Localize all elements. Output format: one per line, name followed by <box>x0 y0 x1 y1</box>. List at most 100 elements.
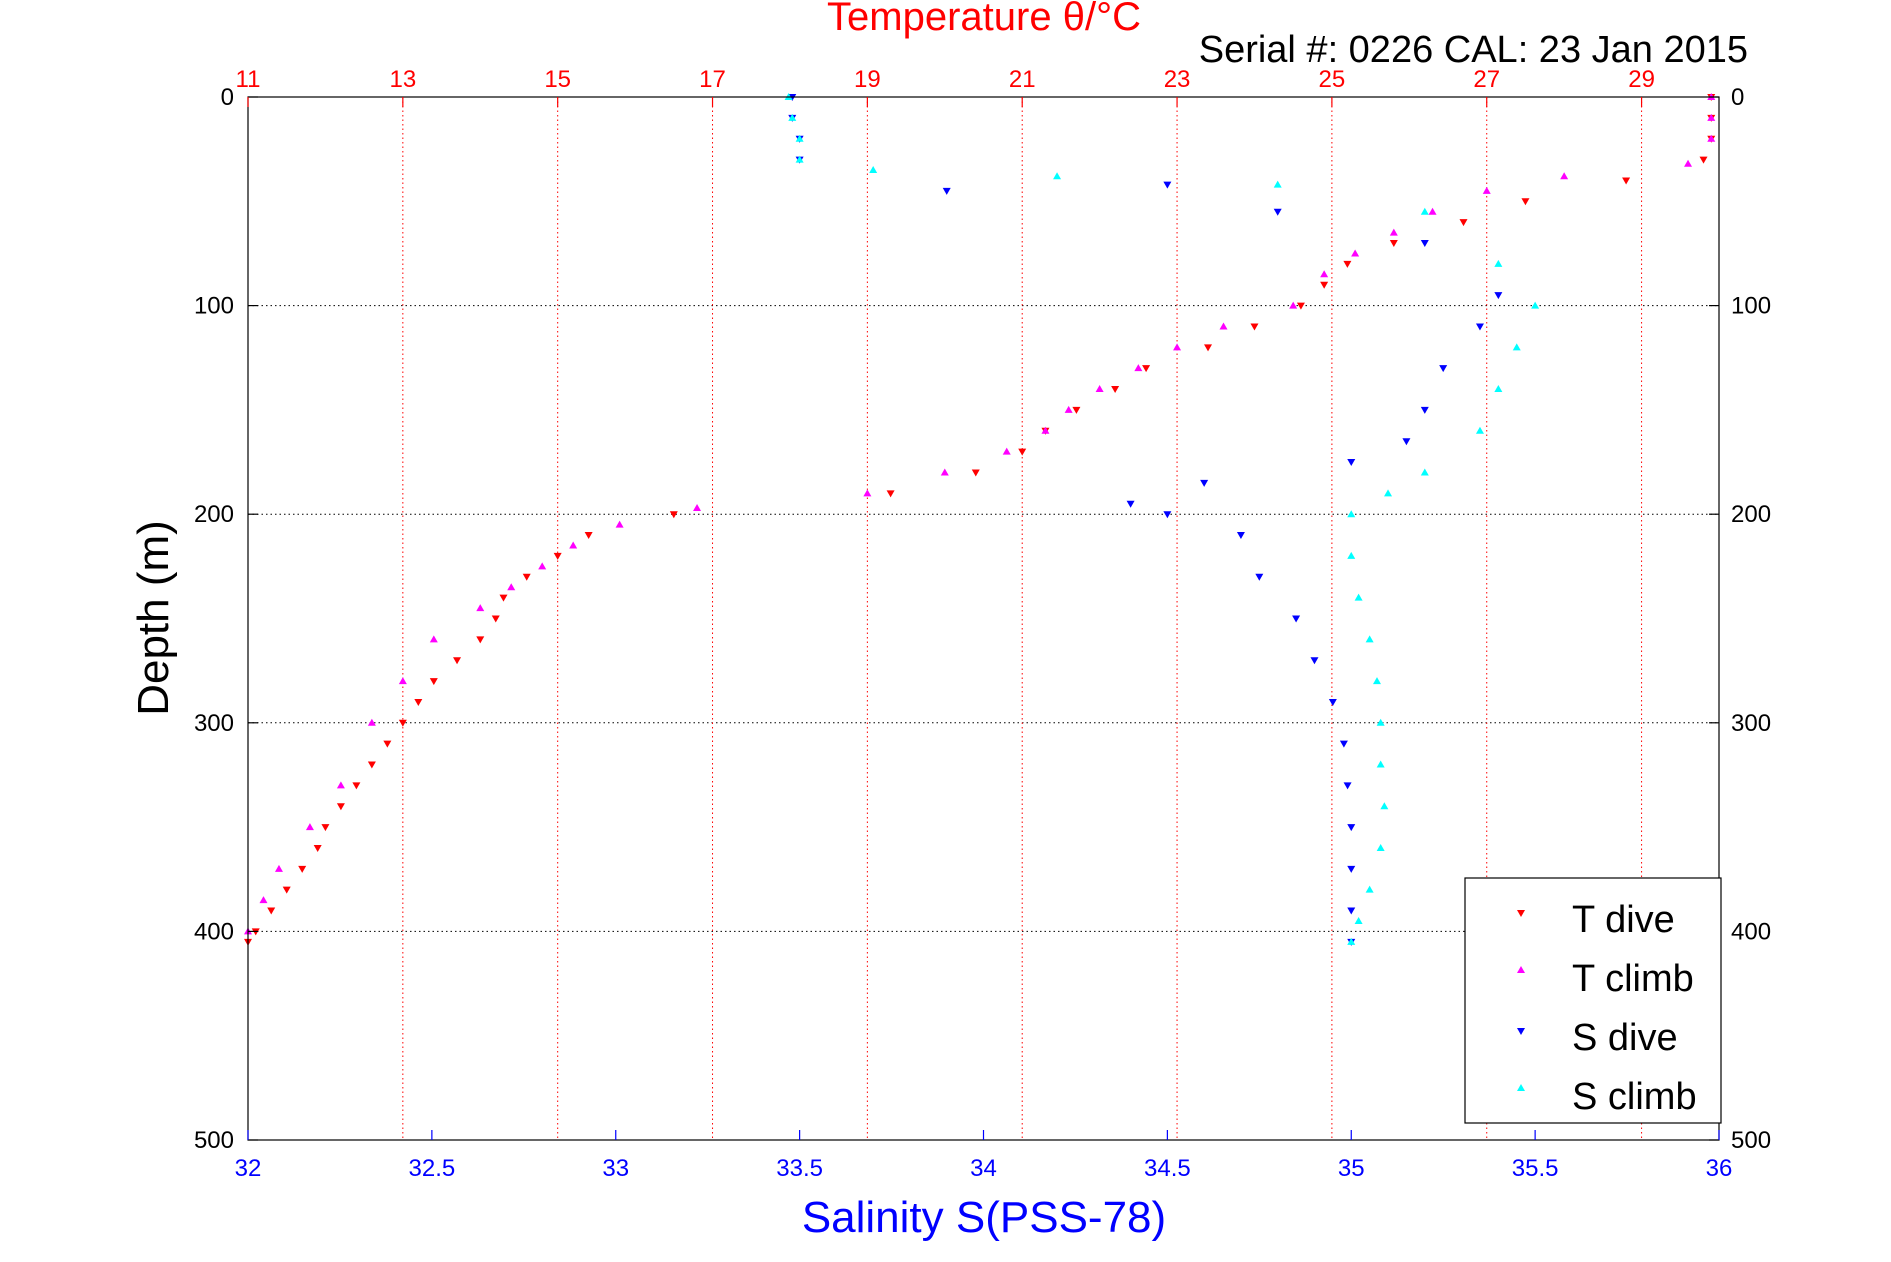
y-tick-label-right: 200 <box>1731 501 1771 528</box>
data-point <box>1111 386 1120 394</box>
data-point <box>453 657 462 665</box>
data-point <box>298 865 307 873</box>
data-point <box>1494 292 1503 300</box>
data-point <box>1389 240 1398 248</box>
data-point <box>476 604 485 612</box>
data-point <box>1347 510 1356 518</box>
data-point <box>942 187 951 195</box>
legend-label-s-dive: S dive <box>1572 1017 1678 1059</box>
data-point <box>1354 593 1363 601</box>
data-point <box>1142 365 1151 373</box>
data-point <box>1041 426 1050 434</box>
data-point <box>869 166 878 174</box>
salinity-tick-label: 35 <box>1338 1155 1365 1182</box>
legend-item-s-dive: S dive <box>1517 1017 1678 1059</box>
series-s-climb <box>784 93 1540 945</box>
salinity-tick-label: 33.5 <box>776 1155 823 1182</box>
data-point <box>1134 364 1143 372</box>
data-point <box>1622 177 1631 185</box>
data-point <box>1173 343 1182 351</box>
salinity-tick-label: 35.5 <box>1512 1155 1559 1182</box>
data-point <box>1347 824 1356 832</box>
data-point <box>1320 270 1329 278</box>
data-point <box>1250 323 1259 331</box>
data-point <box>1420 207 1429 215</box>
data-point <box>1255 573 1264 581</box>
data-point <box>1482 186 1491 194</box>
temp-tick-label: 21 <box>1009 66 1036 93</box>
data-point <box>1475 323 1484 331</box>
data-point <box>1236 532 1245 540</box>
chart-subtitle: Serial #: 0226 CAL: 23 Jan 2015 <box>1199 29 1748 71</box>
axis-ticks: 0 0 100 100 200 200 300 300 400 400 500 500 11 13 15 17… <box>194 66 1771 1182</box>
y-tick-label-right: 400 <box>1731 918 1771 945</box>
data-point <box>398 719 407 727</box>
temp-tick-label: 11 <box>236 66 261 93</box>
data-point <box>615 520 624 528</box>
data-point <box>522 573 531 581</box>
data-point <box>1521 198 1530 206</box>
data-point <box>1204 344 1213 352</box>
data-point <box>1494 259 1503 267</box>
salinity-tick-label: 34 <box>970 1155 997 1182</box>
temp-tick-label: 19 <box>854 66 881 93</box>
data-point <box>1347 865 1356 873</box>
data-point <box>1420 468 1429 476</box>
data-point <box>1163 181 1172 189</box>
legend: T dive T climb S dive S climb <box>1464 877 1722 1124</box>
data-point <box>1512 343 1521 351</box>
data-point <box>352 782 361 790</box>
data-point <box>1402 438 1411 446</box>
data-point <box>1439 365 1448 373</box>
data-point <box>1289 301 1298 309</box>
data-point <box>383 740 392 748</box>
data-point <box>259 896 268 904</box>
data-point <box>1389 228 1398 236</box>
legend-label-s-climb: S climb <box>1572 1076 1697 1118</box>
data-point <box>1273 180 1282 188</box>
data-point <box>267 907 276 915</box>
y-tick-label-left: 0 <box>221 84 234 111</box>
temp-tick-label: 15 <box>544 66 571 93</box>
data-point <box>1376 760 1385 768</box>
data-point <box>1376 843 1385 851</box>
series-t-dive <box>244 94 1716 946</box>
x-axis-label-salinity: Salinity S(PSS-78) <box>802 1193 1166 1242</box>
data-point <box>367 718 376 726</box>
temp-tick-label: 23 <box>1164 66 1191 93</box>
salinity-tick-label: 33 <box>602 1155 629 1182</box>
legend-item-t-dive: T dive <box>1517 899 1675 941</box>
data-point <box>1163 511 1172 519</box>
data-point <box>1365 885 1374 893</box>
y-tick-label-right: 0 <box>1731 84 1744 111</box>
data-point <box>1320 281 1329 289</box>
legend-marker-t-climb <box>1517 966 1525 973</box>
data-point <box>1343 782 1352 790</box>
data-point <box>1707 134 1716 142</box>
data-point <box>1292 615 1301 623</box>
data-point <box>367 761 376 769</box>
data-point <box>1494 385 1503 393</box>
data-point <box>669 511 678 519</box>
data-point <box>336 803 345 811</box>
data-point <box>321 824 330 832</box>
data-point <box>1428 207 1437 215</box>
temp-tick-label: 17 <box>699 66 726 93</box>
data-point <box>1072 406 1081 414</box>
data-point <box>553 552 562 560</box>
data-point <box>1684 159 1693 167</box>
data-point <box>1347 937 1356 945</box>
data-point <box>1376 718 1385 726</box>
data-point <box>1560 172 1569 180</box>
data-point <box>1219 322 1228 330</box>
data-point <box>1459 219 1468 227</box>
data-point <box>507 583 516 591</box>
data-point <box>1384 489 1393 497</box>
data-point <box>1531 301 1540 309</box>
data-point <box>1002 447 1011 455</box>
data-points <box>244 93 1716 946</box>
data-point <box>693 503 702 511</box>
data-point <box>538 562 547 570</box>
data-point <box>1354 916 1363 924</box>
